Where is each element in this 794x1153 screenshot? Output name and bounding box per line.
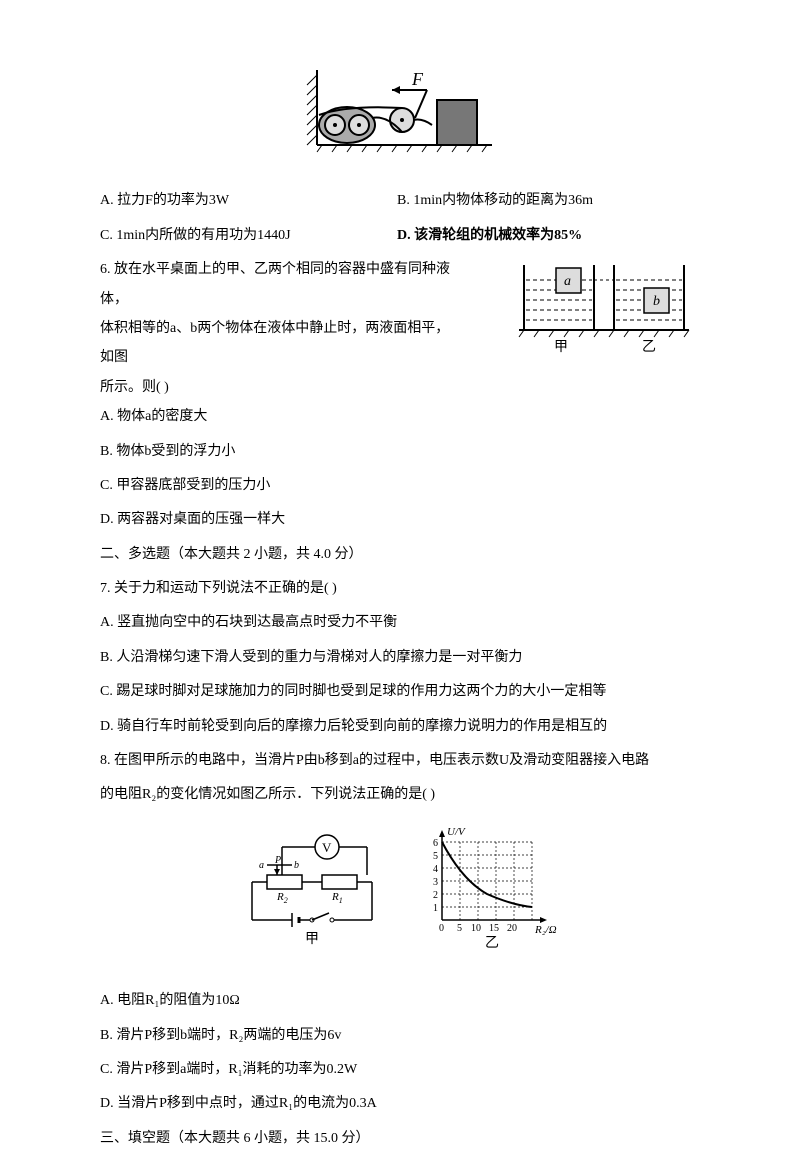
q7-text: 7. 关于力和运动下列说法不正确的是( ) [100, 574, 694, 603]
q5-option-c: C. 1min内所做的有用功为1440J [100, 221, 397, 250]
circuit-and-graph: V a P b R2 R1 [100, 820, 694, 961]
svg-text:R₂/Ω: R₂/Ω [534, 924, 557, 936]
q8-line2: 的电阻R₂的变化情况如图乙所示．下列说法正确的是( ) [100, 780, 694, 809]
circuit-graph-svg: V a P b R2 R1 [237, 820, 557, 950]
svg-text:U/V: U/V [447, 826, 466, 838]
q5-options-row2: C. 1min内所做的有用功为1440J D. 该滑轮组的机械效率为85% [100, 221, 694, 250]
q5-option-b: B. 1min内物体移动的距离为36m [397, 186, 694, 215]
q6-option-a: A. 物体a的密度大 [100, 402, 694, 431]
force-label: F [411, 70, 424, 89]
svg-text:乙: 乙 [642, 339, 656, 355]
section2-header: 二、多选题（本大题共 2 小题，共 4.0 分） [100, 540, 694, 569]
svg-text:b: b [653, 294, 660, 309]
svg-text:5: 5 [457, 923, 462, 934]
svg-text:10: 10 [471, 923, 481, 934]
svg-text:2: 2 [433, 890, 438, 901]
svg-text:甲: 甲 [554, 340, 568, 355]
q8-option-b: B. 滑片P移到b端时，R₂两端的电压为6v [100, 1021, 694, 1050]
q7-option-d: D. 骑自行车时前轮受到向后的摩擦力后轮受到向前的摩擦力说明力的作用是相互的 [100, 712, 694, 741]
svg-text:4: 4 [433, 864, 438, 875]
q7-option-a: A. 竖直抛向空中的石块到达最高点时受力不平衡 [100, 608, 694, 637]
svg-text:3: 3 [433, 877, 438, 888]
svg-text:5: 5 [433, 851, 438, 862]
q6-option-b: B. 物体b受到的浮力小 [100, 437, 694, 466]
q6-block: 6. 放在水平桌面上的甲、乙两个相同的容器中盛有同种液体， 体积相等的a、b两个… [100, 255, 694, 402]
q7-option-b: B. 人沿滑梯匀速下滑人受到的重力与滑梯对人的摩擦力是一对平衡力 [100, 643, 694, 672]
svg-text:1: 1 [433, 903, 438, 914]
q6-option-c: C. 甲容器底部受到的压力小 [100, 471, 694, 500]
svg-text:15: 15 [489, 923, 499, 934]
q5-option-d: D. 该滑轮组的机械效率为85% [397, 221, 694, 250]
section3-header: 三、填空题（本大题共 6 小题，共 15.0 分） [100, 1124, 694, 1153]
q5-options-row1: A. 拉力F的功率为3W B. 1min内物体移动的距离为36m [100, 186, 694, 215]
q6-option-d: D. 两容器对桌面的压强一样大 [100, 505, 694, 534]
svg-text:乙: 乙 [485, 935, 499, 950]
q6-line1: 6. 放在水平桌面上的甲、乙两个相同的容器中盛有同种液体， [100, 255, 456, 314]
svg-text:R2: R2 [276, 891, 288, 905]
svg-text:b: b [294, 860, 299, 871]
svg-text:P: P [274, 855, 281, 866]
q8-option-d: D. 当滑片P移到中点时，通过R₁的电流为0.3A [100, 1089, 694, 1118]
q8-option-a: A. 电阻R₁的阻值为10Ω [100, 986, 694, 1015]
svg-text:0: 0 [439, 923, 444, 934]
svg-text:V: V [322, 840, 332, 855]
q6-line3: 所示。则( ) [100, 373, 456, 402]
q8-line1: 8. 在图甲所示的电路中，当滑片P由b移到a的过程中，电压表示数U及滑动变阻器接… [100, 746, 694, 775]
container-svg: a b [514, 255, 694, 355]
container-figure: a b [514, 255, 694, 366]
q8-option-c: C. 滑片P移到a端时，R₁消耗的功率为0.2W [100, 1055, 694, 1084]
pulley-figure: F [100, 70, 694, 166]
svg-text:a: a [259, 860, 264, 871]
svg-text:6: 6 [433, 838, 438, 849]
q5-option-a: A. 拉力F的功率为3W [100, 186, 397, 215]
q7-option-c: C. 踢足球时脚对足球施加力的同时脚也受到足球的作用力这两个力的大小一定相等 [100, 677, 694, 706]
svg-text:20: 20 [507, 923, 517, 934]
q6-line2: 体积相等的a、b两个物体在液体中静止时，两液面相平，如图 [100, 314, 456, 373]
pulley-svg: F [297, 70, 497, 155]
svg-text:R1: R1 [331, 891, 343, 905]
svg-text:甲: 甲 [305, 932, 319, 947]
svg-text:a: a [564, 274, 571, 289]
